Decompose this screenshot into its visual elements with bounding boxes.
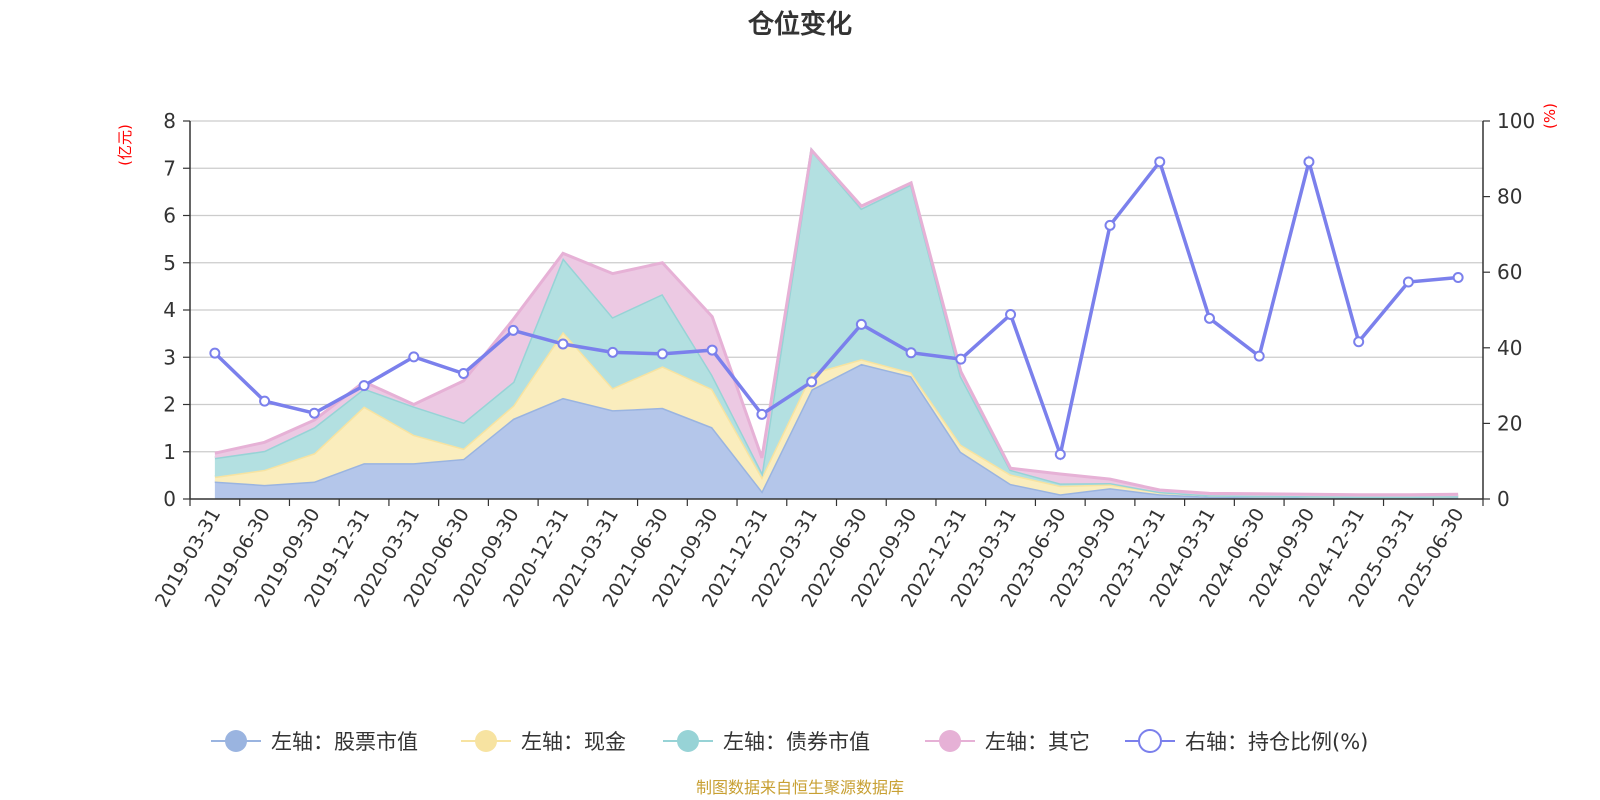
legend-label: 左轴：债券市值	[723, 730, 870, 754]
ratio-point	[209, 347, 221, 359]
ratio-point	[1452, 271, 1464, 283]
legend-item: 左轴：股票市值	[211, 730, 418, 754]
left-axis-tick-label: 2	[163, 393, 176, 417]
ratio-line-path	[213, 155, 1459, 461]
legend-marker	[225, 730, 247, 752]
ratio-point	[358, 380, 370, 392]
area-左轴：股票市值	[214, 363, 1459, 499]
left-axis-tick-label: 0	[163, 487, 176, 511]
ratio-point	[259, 395, 271, 407]
chart-title: 仓位变化	[747, 9, 852, 40]
ratio-line	[209, 155, 1464, 461]
legend: 左轴：股票市值 左轴：现金 左轴：债券市值 左轴：其它 右轴：持仓比例(%)	[211, 729, 1368, 754]
left-axis-tick-label: 7	[163, 156, 176, 180]
ratio-point	[955, 353, 967, 365]
ratio-point	[1104, 219, 1116, 231]
legend-label: 左轴：现金	[521, 730, 626, 754]
ratio-point	[1303, 156, 1315, 168]
left-axis-tick-label: 3	[163, 345, 176, 369]
area-edge-左轴：其它	[214, 146, 1459, 497]
ratio-point	[855, 318, 867, 330]
left-axis-tick-label: 4	[163, 298, 176, 322]
legend-item: 左轴：债券市值	[663, 730, 870, 754]
right-axis-unit: (%)	[1541, 103, 1559, 129]
ratio-point	[706, 344, 718, 356]
right-axis-tick-label: 0	[1497, 487, 1510, 511]
left-axis-tick-label: 1	[163, 440, 176, 464]
ratio-point	[607, 346, 619, 358]
ratio-point	[308, 407, 320, 419]
left-axis-tick-label: 6	[163, 204, 176, 228]
right-axis-tick-label: 20	[1497, 411, 1522, 435]
source-note: 制图数据来自恒生聚源数据库	[696, 778, 904, 797]
left-axis-tick-label: 8	[163, 109, 176, 133]
ratio-point	[458, 368, 470, 380]
legend-marker	[677, 730, 699, 752]
ratio-point	[656, 348, 668, 360]
ratio-point	[905, 347, 917, 359]
ratio-point	[1402, 276, 1414, 288]
right-axis-tick-label: 40	[1497, 336, 1522, 360]
ratio-point	[1253, 350, 1265, 362]
legend-item: 右轴：持仓比例(%)	[1125, 729, 1368, 754]
ratio-point	[806, 376, 818, 388]
stacked-areas	[214, 146, 1459, 500]
ratio-point	[756, 408, 768, 420]
ratio-point	[507, 324, 519, 336]
legend-item: 左轴：现金	[461, 730, 626, 754]
ratio-point	[1203, 312, 1215, 324]
legend-marker	[475, 730, 497, 752]
ratio-point	[1005, 309, 1017, 321]
ratio-point	[408, 351, 420, 363]
legend-marker	[939, 730, 961, 752]
right-axis-tick-label: 80	[1497, 185, 1522, 209]
ratio-point	[557, 338, 569, 350]
legend-item: 左轴：其它	[925, 730, 1090, 754]
legend-marker	[1138, 729, 1162, 753]
left-axis-tick-label: 5	[163, 251, 176, 275]
legend-label: 右轴：持仓比例(%)	[1185, 730, 1368, 754]
ratio-point	[1353, 336, 1365, 348]
left-axis-unit: (亿元)	[116, 124, 134, 166]
ratio-point	[1154, 156, 1166, 168]
right-axis-tick-label: 60	[1497, 260, 1522, 284]
legend-label: 左轴：股票市值	[271, 730, 418, 754]
right-axis-tick-label: 100	[1497, 109, 1535, 133]
ratio-point	[1054, 448, 1066, 460]
legend-label: 左轴：其它	[985, 730, 1090, 754]
area-左轴：债券市值	[214, 150, 1459, 497]
